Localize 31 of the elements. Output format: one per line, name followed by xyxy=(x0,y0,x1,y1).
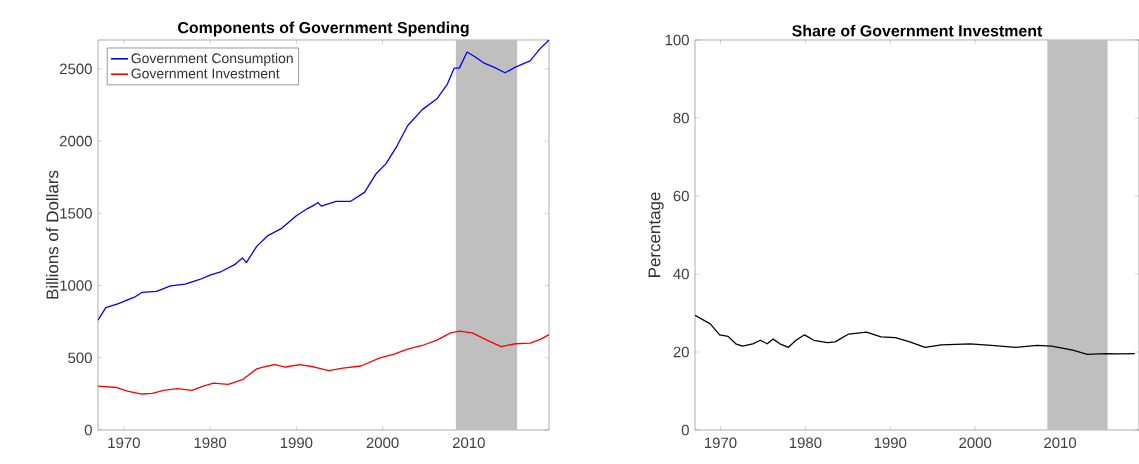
x-tick-label: 2000 xyxy=(959,437,992,449)
y-axis-title: Percentage xyxy=(648,192,664,277)
legend-label: Government Investment xyxy=(131,68,280,79)
chart-title: Components of Government Spending xyxy=(178,21,469,37)
line-series xyxy=(98,330,550,395)
line-series xyxy=(98,39,550,321)
y-tick-label: 0 xyxy=(84,424,92,436)
y-tick-label: 40 xyxy=(673,268,689,280)
y-tick-label: 2000 xyxy=(60,135,92,147)
x-tick-label: 2000 xyxy=(366,437,399,449)
x-tick-label: 1990 xyxy=(280,437,313,449)
y-tick-label: 1500 xyxy=(60,208,92,219)
x-tick-label: 1980 xyxy=(789,437,822,449)
y-tick-label: 80 xyxy=(673,112,689,124)
chart-title: Share of Government Investment xyxy=(792,24,1043,37)
x-tick-label: 1970 xyxy=(705,437,737,449)
y-tick-label: 0 xyxy=(681,424,689,436)
y-tick-label: 20 xyxy=(673,346,689,358)
x-tick-label: 1980 xyxy=(194,437,227,449)
legend-label: Government Consumption xyxy=(131,52,293,66)
line-series xyxy=(695,314,1136,355)
x-tick-label: 2010 xyxy=(452,437,485,449)
y-tick-label: 500 xyxy=(68,352,92,364)
x-tick-label: 2010 xyxy=(1044,437,1077,449)
y-tick-label: 60 xyxy=(673,190,689,202)
x-tick-label: 1990 xyxy=(874,437,907,449)
y-tick-label: 2500 xyxy=(60,63,92,75)
y-tick-label: 1000 xyxy=(60,280,92,291)
x-tick-label: 1970 xyxy=(108,437,140,449)
y-tick-label: 100 xyxy=(665,34,689,46)
y-axis-title: Billions of Dollars xyxy=(45,170,59,299)
